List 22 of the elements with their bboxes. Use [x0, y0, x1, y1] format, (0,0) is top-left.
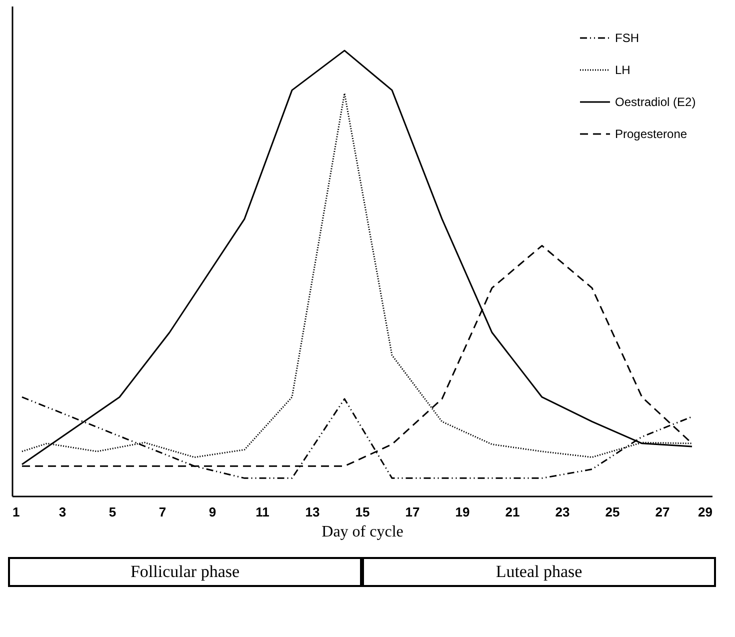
- x-tick-label: 25: [605, 504, 620, 520]
- x-tick-label: 5: [108, 504, 116, 520]
- x-tick-label: 7: [158, 504, 166, 520]
- legend-label: FSH: [615, 31, 639, 45]
- x-tick-label: 19: [455, 504, 470, 520]
- x-tick-label: 11: [256, 504, 270, 520]
- legend-label: Oestradiol (E2): [615, 95, 696, 109]
- x-tick-label: 29: [698, 504, 712, 520]
- x-axis-title: Day of cycle: [322, 524, 404, 540]
- x-tick-label: 3: [58, 504, 66, 520]
- x-tick-label: 13: [305, 504, 320, 520]
- x-tick-label: 17: [405, 504, 420, 520]
- text: Follicular phase: [130, 562, 240, 581]
- x-tick-label: 15: [355, 504, 370, 520]
- legend-label: LH: [615, 63, 630, 77]
- legend-label: Progesterone: [615, 127, 688, 141]
- x-tick-label: 1: [12, 504, 20, 520]
- x-tick-label: 9: [208, 504, 216, 520]
- text: Luteal phase: [496, 562, 582, 581]
- x-tick-label: 21: [505, 504, 520, 520]
- x-tick-label: 23: [555, 504, 570, 520]
- x-tick-label: 27: [655, 504, 670, 520]
